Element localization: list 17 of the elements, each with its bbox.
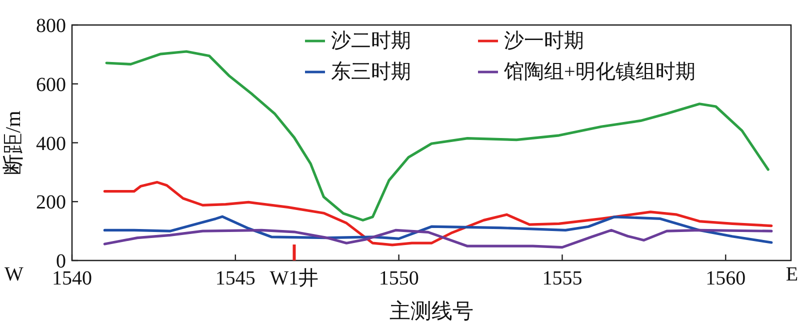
- x-tick-label: 1550: [378, 268, 419, 290]
- text: E: [786, 264, 798, 286]
- legend-label: 东三时期: [331, 61, 411, 83]
- legend-label: 沙二时期: [331, 30, 411, 52]
- y-tick-label: 200: [36, 192, 66, 214]
- y-axis-title: 断距/m: [1, 110, 25, 175]
- x-tick-label: 1545: [215, 268, 256, 290]
- y-tick-label: 600: [36, 74, 66, 96]
- y-tick-label: 800: [36, 15, 66, 37]
- legend-label: 沙一时期: [504, 30, 584, 52]
- x-axis-title: 主测线号: [390, 299, 474, 323]
- text: W: [4, 264, 24, 286]
- x-tick-label: 1560: [706, 268, 746, 290]
- x-tick-label: 1555: [542, 268, 582, 290]
- ref-line-label: W1井: [270, 268, 319, 290]
- y-tick-label: 400: [36, 132, 66, 155]
- legend-label: 馆陶组+明化镇组时期: [503, 61, 696, 83]
